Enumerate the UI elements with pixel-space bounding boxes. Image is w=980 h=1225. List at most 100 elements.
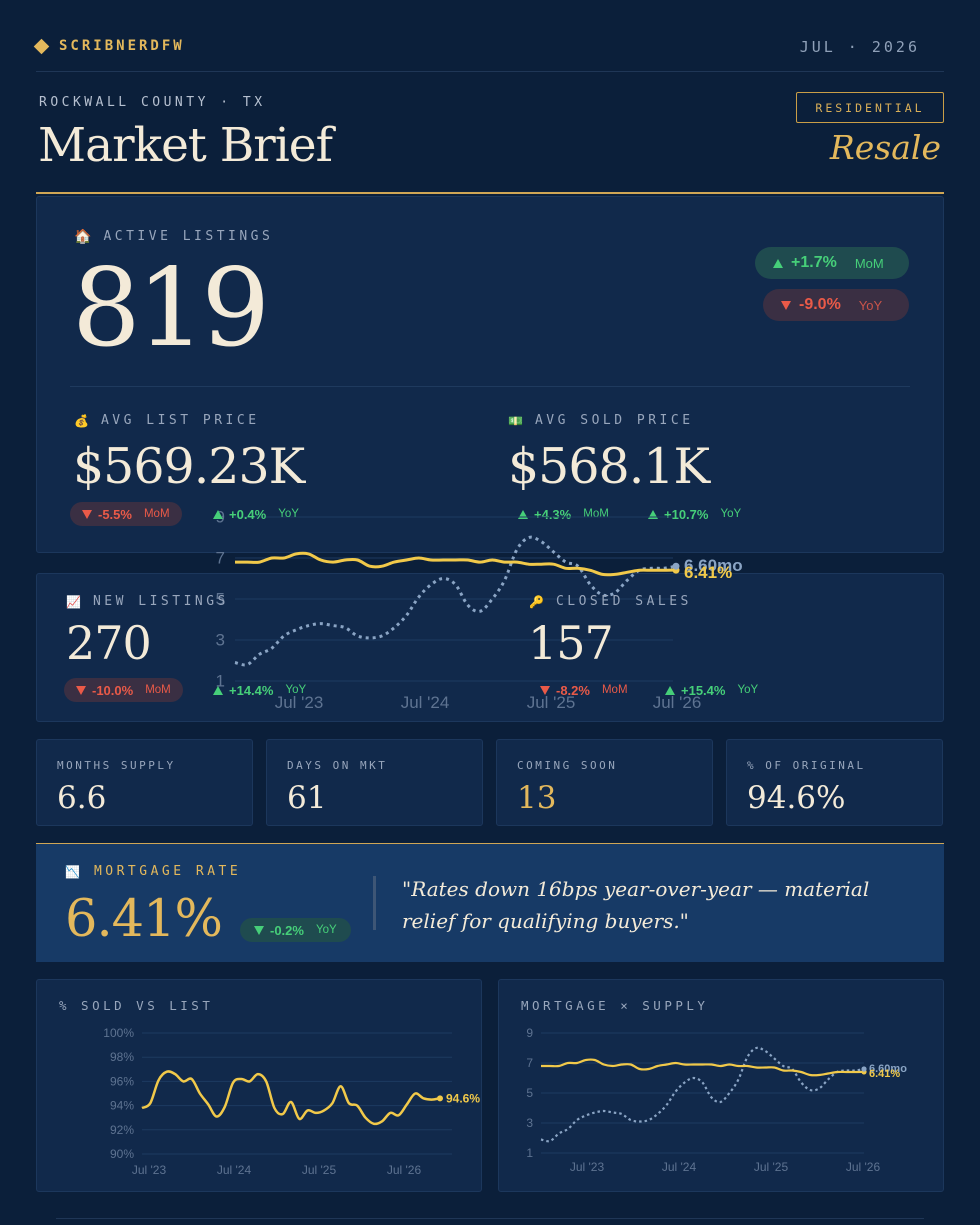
x-tick-label: Jul '25 xyxy=(527,693,576,712)
new-listings-yoy: +14.4% YoY xyxy=(203,678,318,702)
closed-sales-label: CLOSED SALES xyxy=(555,594,692,609)
closed-sales-mom-value: -8.2% xyxy=(556,682,590,698)
card-divider xyxy=(70,386,910,387)
closed-sales-mom-tag: MoM xyxy=(601,684,628,696)
up-arrow-icon xyxy=(213,685,223,695)
avg-list-yoy-tag: YoY xyxy=(278,508,299,520)
up-arrow-icon xyxy=(518,509,528,519)
active-yoy-value: -9.0% xyxy=(799,296,841,313)
avg-sold-yoy: +10.7% YoY xyxy=(636,502,753,526)
avg-list-header: 💰 AVG LIST PRICE xyxy=(74,413,260,428)
brand[interactable]: SCRIBNERDFW xyxy=(33,38,185,54)
chart-down-icon: 📉 xyxy=(65,864,80,879)
x-tick-label: Jul '25 xyxy=(302,1163,337,1177)
mortgage-series-line xyxy=(235,551,677,577)
x-tick-label: Jul '23 xyxy=(132,1163,167,1177)
y-tick-label: 90% xyxy=(110,1147,134,1161)
avg-sold-yoy-value: +10.7% xyxy=(664,506,709,522)
y-tick-label: 100% xyxy=(103,1026,134,1040)
closed-sales-header: 🔑 CLOSED SALES xyxy=(529,594,692,609)
x-tick-label: Jul '23 xyxy=(570,1160,605,1174)
x-tick-label: Jul '24 xyxy=(662,1160,697,1174)
supply-series-line xyxy=(234,535,677,667)
closed-sales-yoy-tag: YoY xyxy=(737,684,759,696)
stat-label: DAYS ON MKT xyxy=(287,759,388,772)
up-arrow-icon xyxy=(773,258,783,268)
sold-vs-list-chart: 100% 98% 96% 94% 92% 90% Jul '23 Jul '24 Jul '2… xyxy=(103,1026,480,1177)
active-listings-label: ACTIVE LISTINGS xyxy=(103,229,274,244)
sold-vs-list-end-dot xyxy=(437,1095,443,1102)
mortgage-end-label: 6.41% xyxy=(869,1068,900,1080)
mortgage-label: MORTGAGE RATE xyxy=(93,864,242,879)
new-listings-label: NEW LISTINGS xyxy=(92,594,229,609)
money-bag-icon: 💰 xyxy=(74,413,89,428)
avg-sold-header: 💵 AVG SOLD PRICE xyxy=(508,413,694,428)
mortgage-quote: "Rates down 16bps year-over-year — mater… xyxy=(402,877,870,933)
stat-value: 6.6 xyxy=(57,780,107,816)
supply-end-dot xyxy=(861,1066,867,1072)
house-icon: 🏠 xyxy=(74,228,92,244)
avg-sold-value: $568.1K xyxy=(508,438,710,495)
new-listings-mom-tag: MoM xyxy=(145,684,171,696)
y-tick-label: 5 xyxy=(526,1086,533,1100)
up-arrow-icon xyxy=(648,509,658,519)
header-divider xyxy=(36,71,944,72)
avg-sold-label: AVG SOLD PRICE xyxy=(534,413,694,428)
active-yoy-tag: YoY xyxy=(858,297,883,313)
stat-card-coming-soon: COMING SOON 13 xyxy=(496,739,713,826)
stat-value: 94.6% xyxy=(747,780,846,816)
down-arrow-icon xyxy=(82,509,92,519)
avg-sold-mom-value: +4.3% xyxy=(534,506,572,522)
stat-card-pct-original: % OF ORIGINAL 94.6% xyxy=(726,739,943,826)
y-tick-label: 7 xyxy=(526,1056,533,1070)
sold-vs-list-end-label: 94.6% xyxy=(446,1091,480,1105)
supply-end-label: 6.60mo xyxy=(869,1063,907,1075)
y-tick-label: 1 xyxy=(216,672,225,691)
avg-list-yoy-value: +0.4% xyxy=(229,506,267,522)
mortgage-header: 📉 MORTGAGE RATE xyxy=(65,864,241,879)
y-tick-label: 96% xyxy=(110,1074,134,1088)
stat-card-months-supply: MONTHS SUPPLY 6.6 xyxy=(36,739,253,826)
x-tick-label: Jul '24 xyxy=(217,1163,252,1177)
closed-sales-yoy-value: +15.4% xyxy=(681,682,726,698)
y-tick-label: 5 xyxy=(216,590,225,609)
sold-vs-list-title: % SOLD VS LIST xyxy=(59,998,214,1013)
mortgage-yoy-tag: YoY xyxy=(315,924,337,936)
closed-sales-yoy: +15.4% YoY xyxy=(653,678,770,702)
new-closed-card xyxy=(36,573,944,722)
quote-bar xyxy=(373,876,376,930)
new-listings-yoy-tag: YoY xyxy=(285,684,307,696)
avg-list-value: $569.23K xyxy=(73,438,305,495)
closed-sales-mom: -8.2% MoM xyxy=(528,678,640,702)
down-arrow-icon xyxy=(254,925,264,935)
y-tick-label: 1 xyxy=(526,1146,533,1160)
footer-divider xyxy=(56,1218,924,1219)
y-tick-label: 7 xyxy=(216,549,225,568)
new-listings-value: 270 xyxy=(66,616,152,670)
new-listings-yoy-value: +14.4% xyxy=(229,682,274,698)
x-tick-label: Jul '26 xyxy=(846,1160,881,1174)
county-label: ROCKWALL COUNTY · TX xyxy=(39,95,266,110)
y-tick-label: 92% xyxy=(110,1123,134,1137)
x-tick-label: Jul '26 xyxy=(387,1163,422,1177)
active-yoy-badge: -9.0% YoY xyxy=(763,289,909,321)
mortgage-rate-card xyxy=(36,843,944,962)
stat-value: 61 xyxy=(287,780,327,816)
mortgage-supply-card: MORTGAGE × SUPPLY 9 7 5 3 1 Jul '23 Jul '24 Ju… xyxy=(498,979,944,1192)
sold-vs-list-card: % SOLD VS LIST 100% 98% 96% 94% 92% 90% Jul '… xyxy=(36,979,482,1192)
closed-sales-value: 157 xyxy=(528,616,614,670)
y-tick-label: 9 xyxy=(526,1026,533,1040)
down-arrow-icon xyxy=(540,685,550,695)
page-title: Market Brief xyxy=(38,118,333,173)
up-arrow-icon xyxy=(665,685,675,695)
x-tick-label: Jul '23 xyxy=(275,693,324,712)
y-tick-label: 3 xyxy=(216,631,225,650)
y-tick-label: 94% xyxy=(110,1099,134,1113)
active-mom-badge: +1.7% MoM xyxy=(755,247,909,279)
stat-value: 13 xyxy=(517,780,557,816)
stat-label: % OF ORIGINAL xyxy=(747,759,866,772)
stat-label: COMING SOON xyxy=(517,759,618,772)
banknote-icon: 💵 xyxy=(508,413,523,428)
gold-divider xyxy=(36,192,944,194)
y-tick-label: 98% xyxy=(110,1050,134,1064)
